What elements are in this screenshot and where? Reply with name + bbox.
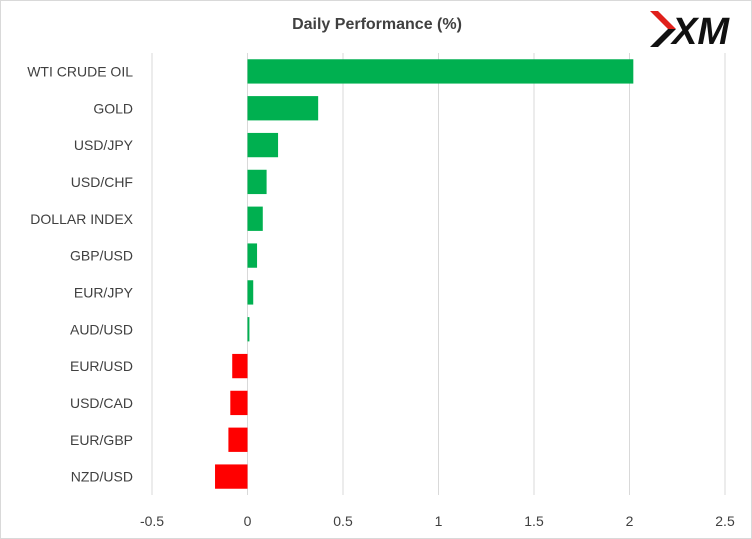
category-label: USD/CHF — [71, 174, 133, 190]
bar-dollar-index — [247, 206, 263, 231]
logo-red-slash — [650, 11, 676, 29]
category-label: AUD/USD — [70, 321, 133, 337]
bar-gbp-usd — [247, 243, 258, 268]
bar-aud-usd — [247, 317, 250, 342]
category-label: EUR/GBP — [70, 432, 133, 448]
logo-text: XM — [670, 11, 730, 49]
x-tick-label: 1 — [435, 513, 443, 529]
grid-lines — [151, 53, 726, 495]
category-label: WTI CRUDE OIL — [27, 63, 133, 79]
x-tick-label: -0.5 — [140, 513, 164, 529]
category-label: GBP/USD — [70, 248, 133, 264]
bar-wti-crude-oil — [247, 59, 634, 84]
category-label: GOLD — [93, 100, 133, 116]
bar-eur-jpy — [247, 280, 254, 305]
x-tick-label: 0 — [244, 513, 252, 529]
bar-eur-gbp — [228, 427, 248, 452]
bar-usd-chf — [247, 169, 267, 195]
category-label: EUR/USD — [70, 358, 133, 374]
bar-usd-jpy — [247, 132, 279, 158]
bar-nzd-usd — [215, 464, 248, 489]
bars — [215, 59, 634, 489]
logo-black-slash — [650, 29, 676, 47]
category-label: DOLLAR INDEX — [30, 211, 133, 227]
category-label: EUR/JPY — [74, 284, 134, 300]
category-labels: WTI CRUDE OIL GOLD USD/JPY USD/CHF DOLLAR IN… — [27, 63, 133, 484]
bar-eur-usd — [232, 353, 248, 379]
x-tick-label: 0.5 — [333, 513, 353, 529]
x-tick-label: 2 — [626, 513, 634, 529]
bar-gold — [247, 96, 319, 121]
bar-usd-cad — [230, 390, 248, 416]
category-label: NZD/USD — [71, 469, 133, 485]
category-label: USD/CAD — [70, 395, 133, 411]
x-tick-label: 2.5 — [715, 513, 735, 529]
category-label: USD/JPY — [74, 137, 134, 153]
x-axis-ticks: -0.5 0 0.5 1 1.5 2 2.5 — [140, 513, 735, 529]
xm-logo: XM — [650, 11, 730, 49]
chart-title: Daily Performance (%) — [292, 16, 462, 33]
x-tick-label: 1.5 — [524, 513, 544, 529]
